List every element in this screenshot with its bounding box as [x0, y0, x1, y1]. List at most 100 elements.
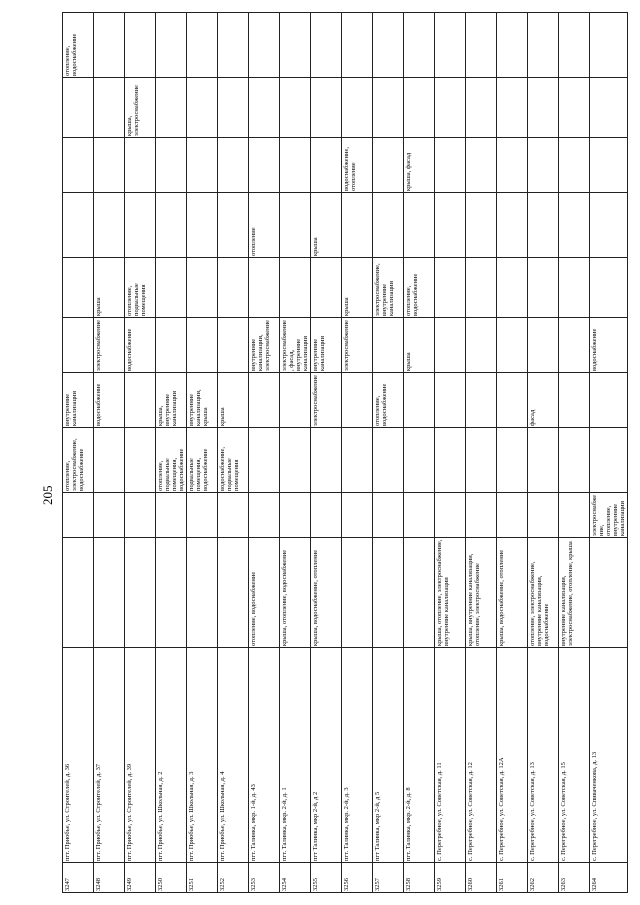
table-cell: водоснабжение: [124, 317, 156, 373]
table-cell: [93, 537, 125, 648]
table-row: 3260 с. Перегребное, ул. Советская, д. 12…: [465, 12, 497, 893]
table-cell: [372, 537, 404, 648]
table-cell: [403, 537, 435, 648]
table-cell: [558, 427, 590, 493]
table-cell: отопление, электроснабжение, внутренние …: [527, 537, 559, 648]
table-cell: [527, 77, 559, 138]
table-cell: [558, 492, 590, 538]
table-cell: [279, 427, 311, 493]
table-cell: крыша: [93, 257, 125, 318]
table-cell: крыша, фасад: [403, 137, 435, 193]
table-cell: крыша: [341, 257, 373, 318]
table-cell: [155, 137, 187, 193]
table-cell: [124, 537, 156, 648]
table-cell: [248, 372, 280, 428]
table-row: 3255 пгт Талинка, мкр 2-й, д 2 крыша, водо…: [310, 12, 342, 893]
table-cell: [465, 492, 497, 538]
table-cell: водоснабжение: [589, 317, 628, 373]
table-cell: [186, 12, 218, 78]
table-cell: внутренние канализации: [62, 372, 94, 428]
table-cell: 3256: [341, 862, 373, 893]
table-cell: [186, 492, 218, 538]
table-cell: [93, 192, 125, 258]
table-cell: отопление, водоснабжение: [248, 537, 280, 648]
table-cell: [372, 137, 404, 193]
table-cell: пгт. Приобье, ул. Строителей, д. 36: [62, 647, 94, 863]
table-cell: [558, 257, 590, 318]
table-cell: с. Перегребное, ул. Советская, д. 15: [558, 647, 590, 863]
table-cell: [217, 192, 249, 258]
table-cell: [527, 137, 559, 193]
table-cell: [434, 137, 466, 193]
table-cell: [62, 137, 94, 193]
table-cell: внутренние канализации: [310, 317, 342, 373]
table-cell: [62, 492, 94, 538]
table-cell: [186, 257, 218, 318]
table-cell: [496, 427, 528, 493]
table-cell: с. Перегребное, ул. Спиваченкова, д. 13: [589, 647, 628, 863]
table-cell: [93, 427, 125, 493]
table-cell: [186, 77, 218, 138]
table-cell: 3252: [217, 862, 249, 893]
table-cell: [496, 317, 528, 373]
table-cell: [465, 372, 497, 428]
table-cell: [217, 317, 249, 373]
table-cell: [465, 317, 497, 373]
table-cell: [403, 12, 435, 78]
table-row: 3247 пгт. Приобье, ул. Строителей, д. 36 о…: [62, 12, 94, 893]
table-cell: [465, 77, 497, 138]
table-cell: [465, 257, 497, 318]
table-row: 3248 пгт. Приобье, ул. Строителей, д. 37 в…: [93, 12, 125, 893]
table-row: 3251 пгт. Приобье, ул. Школьная, д. 3 подв…: [186, 12, 218, 893]
table-cell: крыша: [217, 372, 249, 428]
table-cell: [217, 492, 249, 538]
table-cell: электроснабжение: [93, 317, 125, 373]
table-cell: [589, 12, 628, 78]
table-cell: [372, 492, 404, 538]
table-cell: пгт. Талинка, мкр. 2-й, д. 8: [403, 647, 435, 863]
table-cell: [248, 137, 280, 193]
table-cell: 3262: [527, 862, 559, 893]
table-cell: [434, 372, 466, 428]
table-cell: 3249: [124, 862, 156, 893]
table-cell: [496, 257, 528, 318]
table-row: 3252 пгт. Приобье, ул. Школьная, д. 4 водо…: [217, 12, 249, 893]
table-cell: 3251: [186, 862, 218, 893]
table-cell: отопление: [248, 192, 280, 258]
table-cell: [589, 537, 628, 648]
table-cell: крыша, отопление, водоснабжение: [279, 537, 311, 648]
table-cell: 3254: [279, 862, 311, 893]
table-cell: [310, 492, 342, 538]
table-cell: [217, 537, 249, 648]
table-cell: [372, 192, 404, 258]
table-cell: [434, 77, 466, 138]
table-cell: [434, 257, 466, 318]
table-cell: крыша, электроснабжение: [124, 77, 156, 138]
table-cell: [589, 192, 628, 258]
table-cell: [372, 317, 404, 373]
table-cell: [527, 427, 559, 493]
table-cell: [279, 372, 311, 428]
table-cell: [62, 317, 94, 373]
table-cell: электроснабжение, фасад, внутренние кана…: [279, 317, 311, 373]
table-cell: крыша, водоснабжение, отопление: [310, 537, 342, 648]
table-cell: [248, 77, 280, 138]
table-cell: фасад: [527, 372, 559, 428]
table-cell: [496, 77, 528, 138]
table-row: 3254 пгт. Талинка, мкр. 2-й, д. 1 крыша, о…: [279, 12, 311, 893]
table-cell: крыша, отопление, электроснабжение, внут…: [434, 537, 466, 648]
table-cell: с. Перегребное, ул. Советская, д. 12: [465, 647, 497, 863]
table-cell: крыша: [403, 317, 435, 373]
table-cell: [589, 257, 628, 318]
table-cell: [589, 372, 628, 428]
table-cell: 3255: [310, 862, 342, 893]
table-cell: [372, 427, 404, 493]
table-cell: 3263: [558, 862, 590, 893]
table-cell: [558, 12, 590, 78]
table-cell: [279, 492, 311, 538]
table-cell: [155, 12, 187, 78]
table-cell: [341, 537, 373, 648]
table-cell: [527, 317, 559, 373]
table-cell: [403, 192, 435, 258]
table-cell: отопление, электроснабжение, водоснабжен…: [62, 427, 94, 493]
